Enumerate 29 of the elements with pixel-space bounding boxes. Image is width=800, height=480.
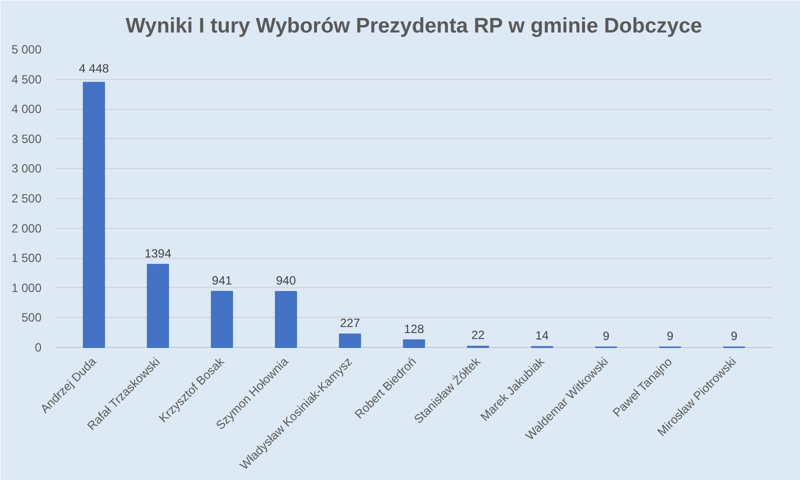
y-tick-label: 0 [34, 340, 42, 354]
data-label: 128 [404, 322, 424, 336]
data-label: 227 [340, 316, 360, 330]
data-label: 940 [276, 273, 296, 288]
chart-title: Wyniki I tury Wyborów Prezydenta RP w gminie Dobczyce [126, 14, 702, 38]
data-label: 9 [666, 328, 674, 343]
y-tick-label: 2 500 [11, 192, 42, 206]
y-tick-label: 5 000 [11, 42, 42, 56]
y-tick-label: 1 500 [11, 251, 42, 266]
data-label: 9 [602, 328, 610, 343]
y-tick-label: 1 000 [11, 280, 42, 295]
bar [210, 290, 234, 348]
y-tick-label: 500 [21, 310, 42, 325]
data-label: 14 [535, 328, 550, 343]
y-tick-label: 2 000 [11, 221, 42, 236]
data-label: 22 [471, 328, 486, 342]
bar [402, 339, 426, 348]
y-tick-label: 4 500 [11, 72, 42, 86]
bar [146, 264, 169, 348]
bar [274, 290, 298, 348]
data-label: 941 [212, 273, 232, 288]
bar [82, 82, 105, 348]
data-label: 9 [730, 328, 738, 343]
data-label: 4 448 [78, 61, 110, 76]
bar [338, 333, 362, 348]
y-tick-label: 3 500 [11, 132, 42, 146]
y-tick-label: 3 000 [11, 162, 42, 176]
y-tick-label: 4 000 [11, 102, 42, 116]
data-label: 1394 [144, 246, 172, 260]
